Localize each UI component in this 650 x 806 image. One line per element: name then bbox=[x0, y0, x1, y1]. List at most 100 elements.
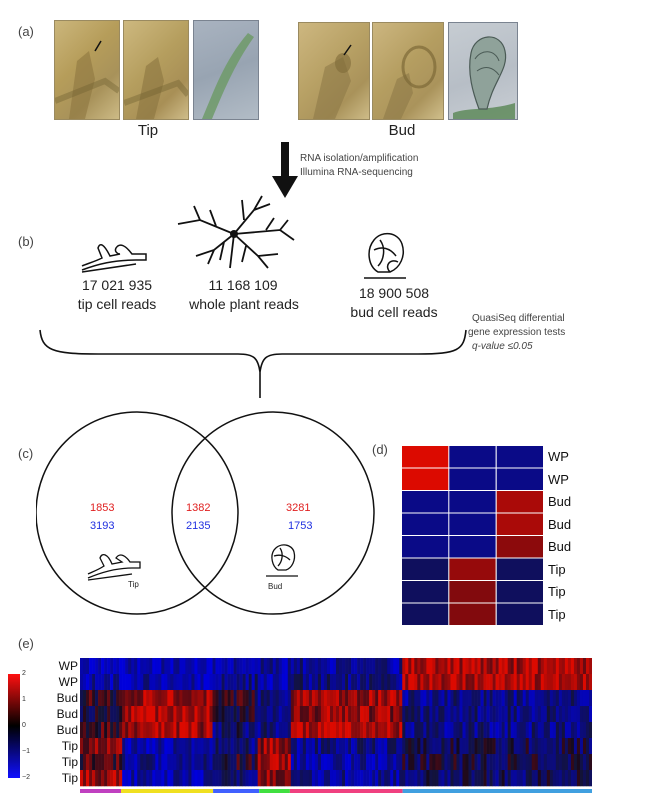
heatmap-e-cell bbox=[540, 706, 545, 723]
heatmap-e-cell bbox=[131, 770, 135, 787]
heatmap-e-row-label: WP bbox=[58, 659, 78, 673]
heatmap-e-cell bbox=[552, 770, 557, 787]
heatmap-e-cell bbox=[308, 722, 313, 739]
heatmap-e-cell bbox=[332, 738, 337, 755]
venn-diagram bbox=[36, 411, 375, 615]
heatmap-e-cell bbox=[230, 690, 234, 707]
heatmap-e-cell bbox=[456, 690, 460, 707]
heatmap-e-cell bbox=[405, 722, 409, 739]
heatmap-e-cell bbox=[332, 658, 337, 675]
heatmap-e-cell bbox=[357, 738, 361, 755]
heatmap-e-cell bbox=[161, 706, 165, 723]
heatmap-e-cell bbox=[411, 706, 415, 723]
heatmap-e-cell bbox=[317, 738, 322, 755]
heatmap-e-cell bbox=[570, 690, 575, 707]
heatmap-e-cell bbox=[176, 722, 180, 739]
heatmap-e-cell bbox=[486, 770, 490, 787]
heatmap-e-cell bbox=[363, 690, 367, 707]
heatmap-e-cell bbox=[101, 706, 105, 723]
heatmap-e-cell bbox=[486, 690, 490, 707]
heatmap-d-cell bbox=[449, 491, 496, 513]
heatmap-e-cell bbox=[191, 754, 195, 771]
heatmap-e-cell bbox=[438, 754, 442, 771]
heatmap-e-cell bbox=[317, 722, 322, 739]
heatmap-e-cell bbox=[378, 754, 382, 771]
heatmap-e-cell bbox=[233, 770, 237, 787]
heatmap-e-cell bbox=[567, 658, 572, 675]
heatmap-e-cell bbox=[525, 690, 530, 707]
heatmap-e-cell bbox=[332, 674, 337, 691]
heatmap-e-cell bbox=[164, 706, 168, 723]
heatmap-e-cell bbox=[567, 754, 572, 771]
heatmap-e-cell bbox=[293, 690, 298, 707]
heatmap-e-cell bbox=[239, 706, 243, 723]
heatmap-e-cell bbox=[218, 674, 222, 691]
heatmap-e-cell bbox=[384, 706, 388, 723]
heatmap-e-cell bbox=[188, 706, 192, 723]
heatmap-e-cell bbox=[378, 690, 382, 707]
heatmap-e-cell bbox=[405, 770, 409, 787]
heatmap-e-cell bbox=[254, 674, 258, 691]
heatmap-e-cell bbox=[188, 690, 192, 707]
heatmap-e-cell bbox=[573, 738, 578, 755]
heatmap-e-cell bbox=[242, 674, 246, 691]
heatmap-e-cell bbox=[176, 706, 180, 723]
heatmap-e-cell bbox=[248, 658, 252, 675]
heatmap-e-cell bbox=[477, 690, 481, 707]
heatmap-e-cell bbox=[570, 674, 575, 691]
heatmap-e-cell bbox=[522, 706, 527, 723]
heatmap-e-cell bbox=[278, 706, 283, 723]
heatmap-e-cell bbox=[510, 722, 514, 739]
heatmap-e-cell bbox=[468, 754, 472, 771]
heatmap-e-cell bbox=[489, 706, 493, 723]
heatmap-e-cell bbox=[582, 722, 587, 739]
heatmap-e-cell bbox=[336, 658, 340, 675]
heatmap-e-cell bbox=[272, 738, 277, 755]
heatmap-e-cell bbox=[447, 690, 451, 707]
heatmap-e-cell bbox=[411, 722, 415, 739]
heatmap-e-cell bbox=[474, 706, 478, 723]
heatmap-e-cell bbox=[510, 658, 514, 675]
heatmap-e-cell bbox=[444, 690, 448, 707]
heatmap-d-cell bbox=[496, 468, 543, 490]
heatmap-e-cell bbox=[414, 754, 418, 771]
cluster-bar-segment bbox=[80, 789, 121, 793]
heatmap-e-cell bbox=[197, 754, 201, 771]
heatmap-e-cell bbox=[326, 674, 331, 691]
panel-e-label: (e) bbox=[18, 636, 34, 651]
heatmap-e-cell bbox=[107, 706, 111, 723]
heatmap-e-cell bbox=[236, 658, 240, 675]
heatmap-e-cell bbox=[351, 690, 355, 707]
heatmap-e-cell bbox=[435, 770, 439, 787]
heatmap-e-cell bbox=[357, 658, 361, 675]
heatmap-e-cell bbox=[396, 722, 400, 739]
heatmap-e-cell bbox=[122, 722, 126, 739]
heatmap-e-cell bbox=[513, 722, 517, 739]
heatmap-e-cell bbox=[320, 738, 325, 755]
whole-plant-count: 11 168 109 bbox=[208, 277, 278, 293]
heatmap-e-cell bbox=[113, 658, 117, 675]
heatmap-e-cell bbox=[582, 690, 587, 707]
heatmap-e-cell bbox=[137, 770, 141, 787]
heatmap-e-cell bbox=[257, 706, 261, 723]
heatmap-e-cell bbox=[92, 706, 96, 723]
heatmap-e-cell bbox=[230, 738, 234, 755]
heatmap-e-cell bbox=[426, 722, 430, 739]
heatmap-e-cell bbox=[263, 722, 268, 739]
heatmap-e-cell bbox=[200, 706, 204, 723]
heatmap-e-cell bbox=[507, 658, 511, 675]
heatmap-e-cell bbox=[504, 706, 508, 723]
heatmap-e-cell bbox=[483, 690, 487, 707]
heatmap-e-cell bbox=[531, 754, 536, 771]
heatmap-e-cell bbox=[260, 754, 265, 771]
heatmap-e-cell bbox=[275, 690, 280, 707]
heatmap-e-cell bbox=[567, 674, 572, 691]
heatmap-e-cell bbox=[218, 722, 222, 739]
heatmap-e-cell bbox=[537, 722, 542, 739]
heatmap-d-cell bbox=[496, 603, 543, 625]
heatmap-e-cell bbox=[89, 738, 93, 755]
heatmap-e-cell bbox=[227, 754, 231, 771]
venn-bud-only-red: 3281 bbox=[286, 502, 311, 514]
heatmap-e-cell bbox=[483, 770, 487, 787]
heatmap-e-cell bbox=[152, 658, 156, 675]
